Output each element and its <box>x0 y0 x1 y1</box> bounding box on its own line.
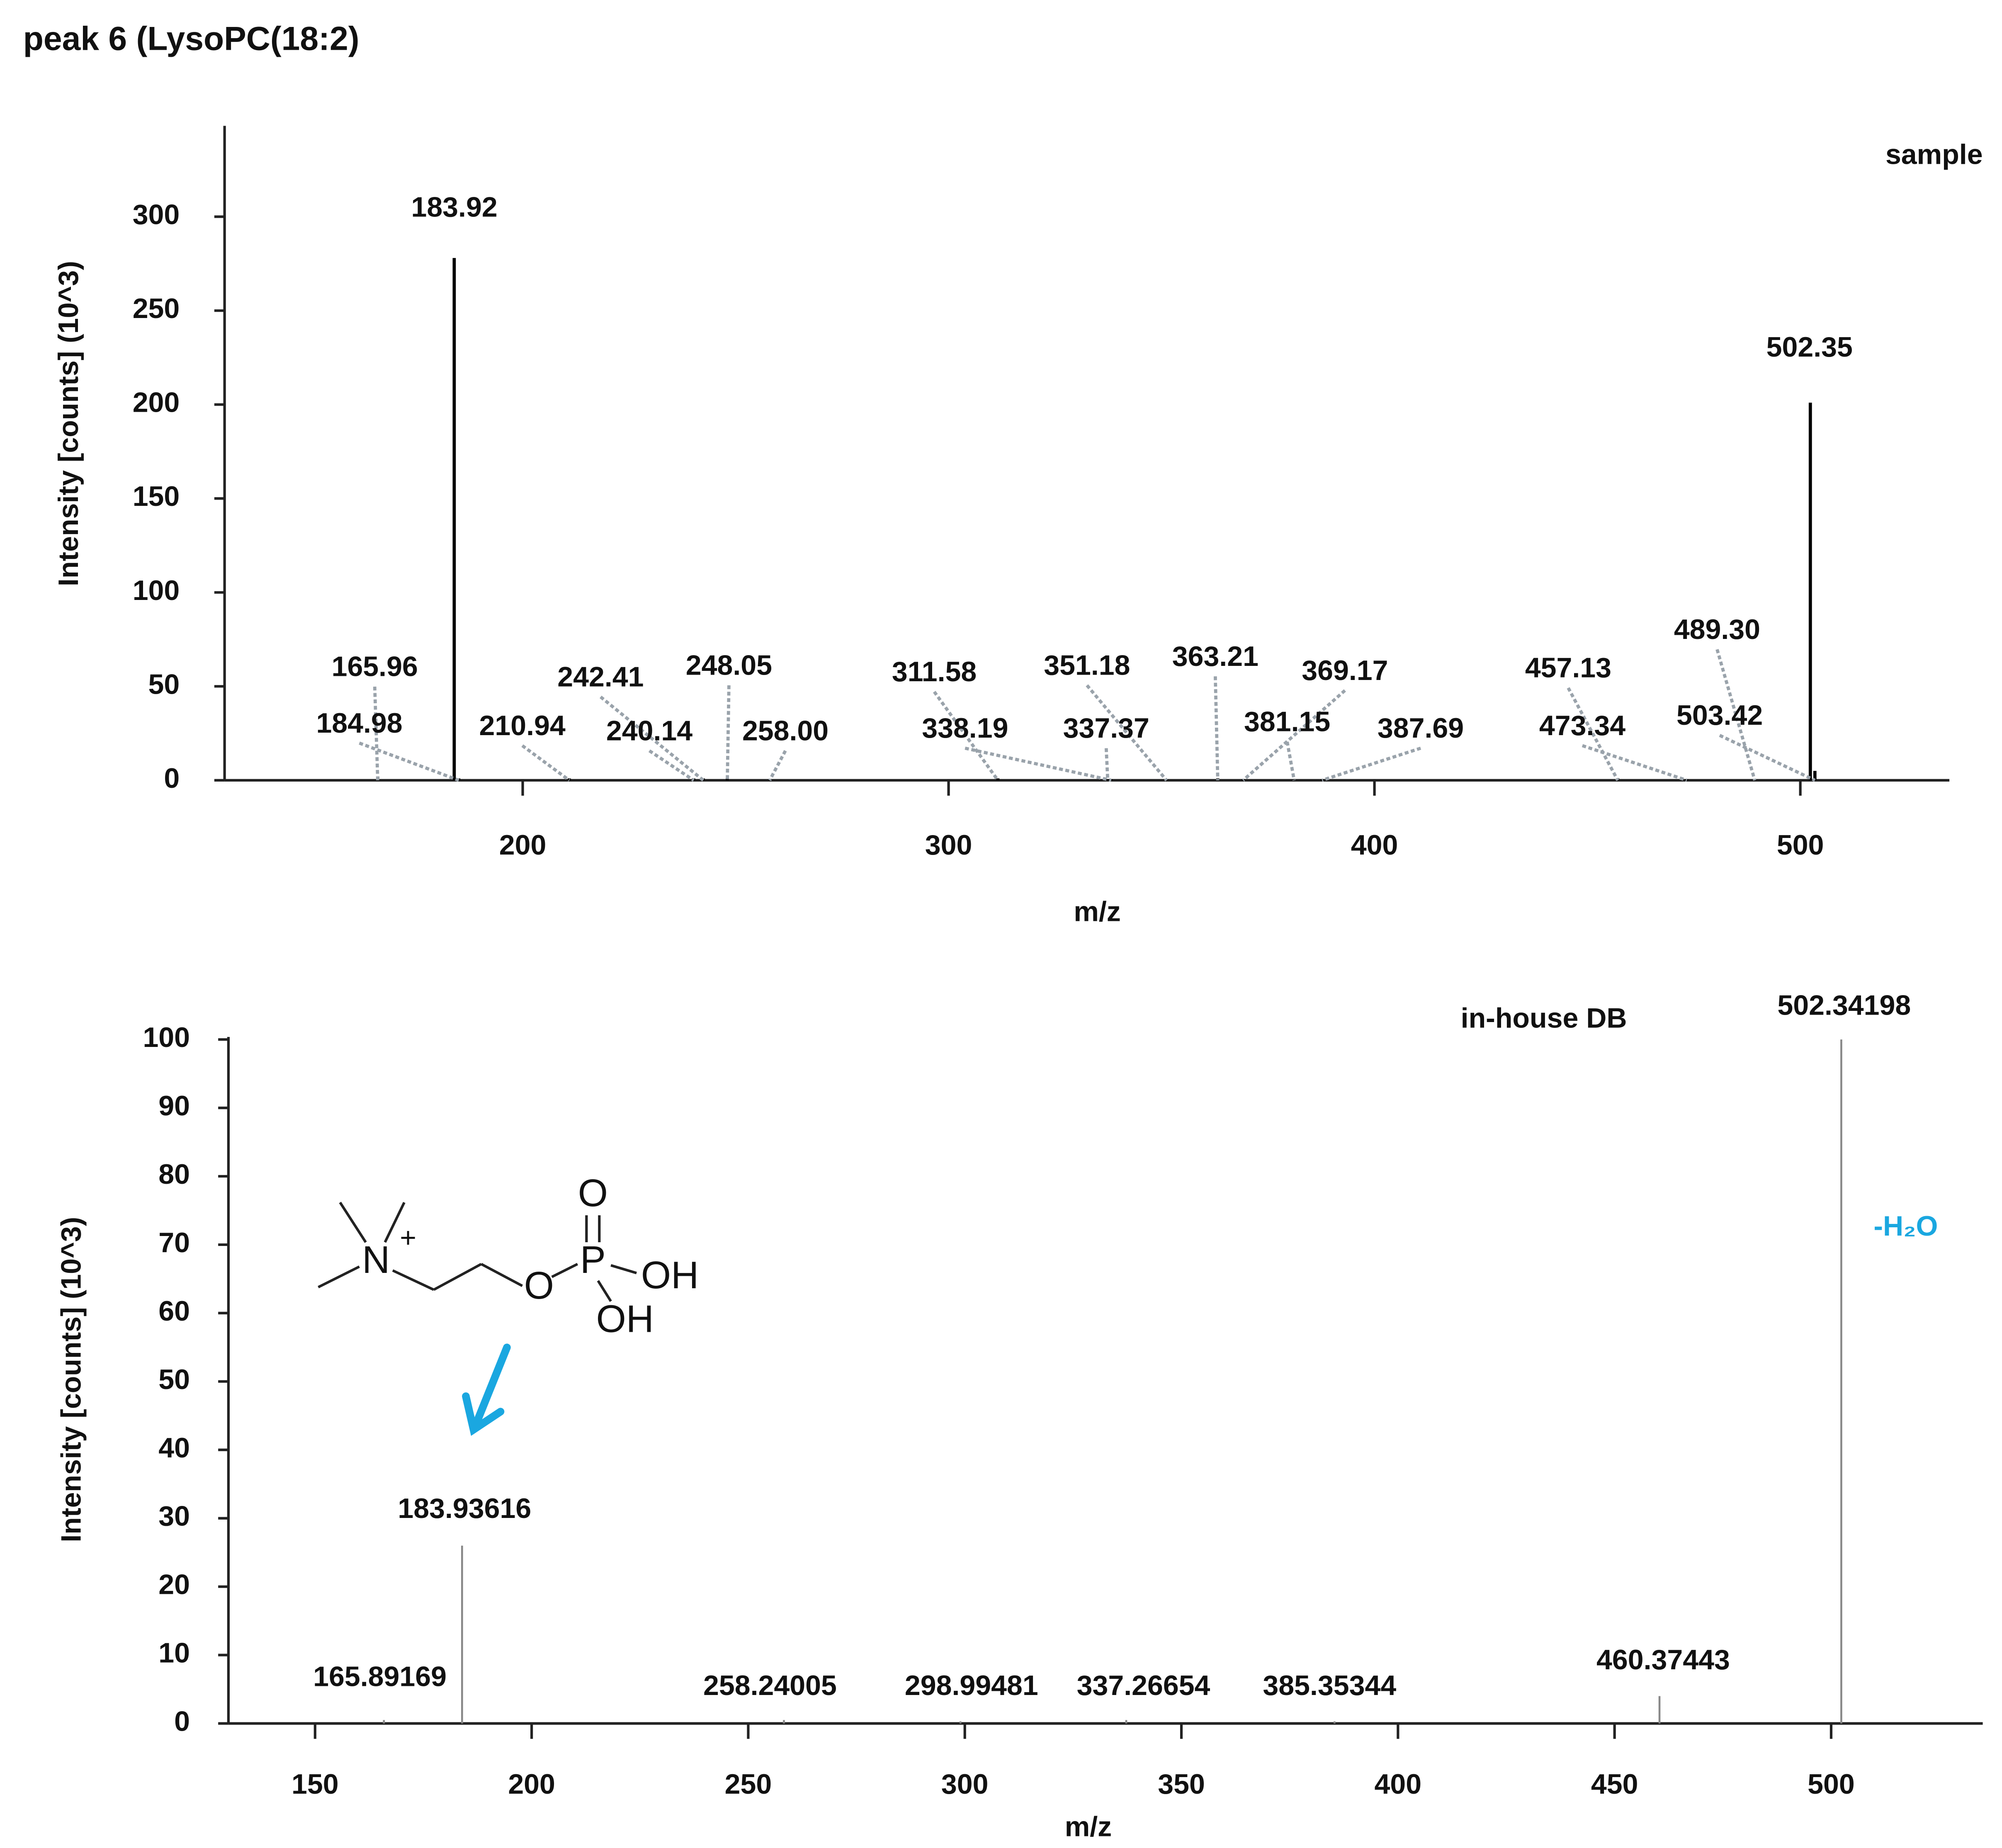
leader-line <box>1285 741 1296 781</box>
y-tick-label: 250 <box>133 293 180 324</box>
peak-label: 184.98 <box>316 707 402 739</box>
leader-line <box>1086 684 1168 782</box>
peak-label: 337.37 <box>1063 712 1149 744</box>
x-tick-label: 300 <box>925 829 972 861</box>
leader-line <box>1567 687 1619 781</box>
leader-line <box>1715 649 1757 781</box>
peak-label: 460.37443 <box>1596 1644 1730 1676</box>
atom: OH <box>596 1297 654 1340</box>
atom: N <box>362 1238 390 1281</box>
x-tick-label: 400 <box>1375 1768 1422 1800</box>
leader-line <box>1719 734 1816 782</box>
peak-label: 258.24005 <box>703 1670 837 1701</box>
peak-label: 387.69 <box>1378 712 1464 744</box>
y-tick-label: 90 <box>158 1090 190 1122</box>
peak-label: 258.00 <box>742 715 828 746</box>
leader-line <box>373 686 379 780</box>
y-axis-title: Intensity [counts] (10^3) <box>53 261 84 586</box>
peak-label: 311.58 <box>892 656 977 687</box>
leader-line <box>1213 676 1220 780</box>
y-tick-label: 30 <box>158 1501 190 1532</box>
y-tick-label: 50 <box>148 668 180 700</box>
peak-label: 385.35344 <box>1263 1670 1396 1701</box>
x-tick-label: 200 <box>508 1768 555 1800</box>
peak-label: 240.14 <box>606 715 692 746</box>
atom: OH <box>641 1253 699 1297</box>
leader-line <box>1104 748 1110 781</box>
leader-line <box>521 744 571 782</box>
y-tick-label: 10 <box>158 1637 190 1669</box>
y-tick-label: 100 <box>143 1022 190 1053</box>
peak-label: 503.42 <box>1676 699 1763 731</box>
peak-label: 489.30 <box>1674 614 1760 645</box>
y-tick-label: 70 <box>158 1227 190 1258</box>
y-tick-label: 100 <box>133 575 180 606</box>
y-tick-label: 60 <box>158 1295 190 1327</box>
structure <box>318 1202 637 1302</box>
peak-label: 369.17 <box>1302 655 1388 686</box>
x-tick-label: 500 <box>1808 1768 1855 1800</box>
series-label: sample <box>1885 139 1983 170</box>
peak-label: 183.93616 <box>398 1493 531 1524</box>
leader-line <box>726 685 731 780</box>
leader-line <box>1321 746 1421 782</box>
y-tick-label: 40 <box>158 1432 190 1464</box>
x-tick-label: 200 <box>499 829 547 861</box>
peak-label: 248.05 <box>686 650 772 681</box>
y-tick-label: 150 <box>133 481 180 512</box>
y-tick-label: 0 <box>164 763 180 794</box>
peak-label: 502.34198 <box>1777 990 1911 1021</box>
x-tick-label: 150 <box>292 1768 339 1800</box>
x-tick-label: 350 <box>1158 1768 1205 1800</box>
x-axis-title: m/z <box>1074 896 1121 928</box>
y-tick-label: 0 <box>174 1706 190 1737</box>
leader-line <box>1582 744 1688 782</box>
peak-label: 351.18 <box>1044 650 1130 681</box>
y-tick-label: 80 <box>158 1158 190 1190</box>
annotation: -H₂O <box>1873 1210 1938 1242</box>
peak-label: 381.15 <box>1244 706 1330 738</box>
arrow <box>462 1343 511 1436</box>
x-tick-label: 500 <box>1777 829 1824 861</box>
peak-label: 165.96 <box>332 651 418 682</box>
peak-label: 165.89169 <box>313 1661 447 1692</box>
peak-label: 337.26654 <box>1077 1670 1210 1701</box>
y-tick-label: 20 <box>158 1569 190 1600</box>
y-tick-label: 300 <box>133 199 180 231</box>
peak-label: 473.34 <box>1539 710 1625 741</box>
y-axis-title: Intensity [counts] (10^3) <box>55 1217 87 1542</box>
atom: + <box>400 1222 416 1253</box>
x-tick-label: 250 <box>725 1768 772 1800</box>
x-tick-label: 300 <box>941 1768 989 1800</box>
peak-label: 457.13 <box>1525 652 1611 684</box>
atom: O <box>578 1171 608 1214</box>
peak-label: 363.21 <box>1172 641 1259 672</box>
peak-label: 183.92 <box>411 192 497 223</box>
leader-line <box>359 741 459 782</box>
leader-line <box>965 746 1112 782</box>
atom: P <box>580 1238 606 1281</box>
y-tick-label: 200 <box>133 387 180 418</box>
leader-line <box>768 750 787 781</box>
atom: O <box>524 1264 554 1307</box>
leader-line <box>599 695 705 782</box>
x-axis-title: m/z <box>1065 1811 1112 1842</box>
x-tick-label: 450 <box>1591 1768 1638 1800</box>
leader-line <box>1242 689 1346 782</box>
peak-label: 210.94 <box>479 710 565 741</box>
peak-label: 338.19 <box>922 712 1008 744</box>
x-tick-label: 400 <box>1351 829 1398 861</box>
leader-line <box>648 749 695 782</box>
leader-line <box>933 691 999 782</box>
peak-label: 298.99481 <box>905 1670 1038 1701</box>
peak-label: 242.41 <box>557 661 644 692</box>
page-title: peak 6 (LysoPC(18:2) <box>23 20 360 57</box>
series-label: in-house DB <box>1461 1003 1627 1034</box>
y-tick-label: 50 <box>158 1364 190 1395</box>
peak-label: 502.35 <box>1766 331 1853 363</box>
